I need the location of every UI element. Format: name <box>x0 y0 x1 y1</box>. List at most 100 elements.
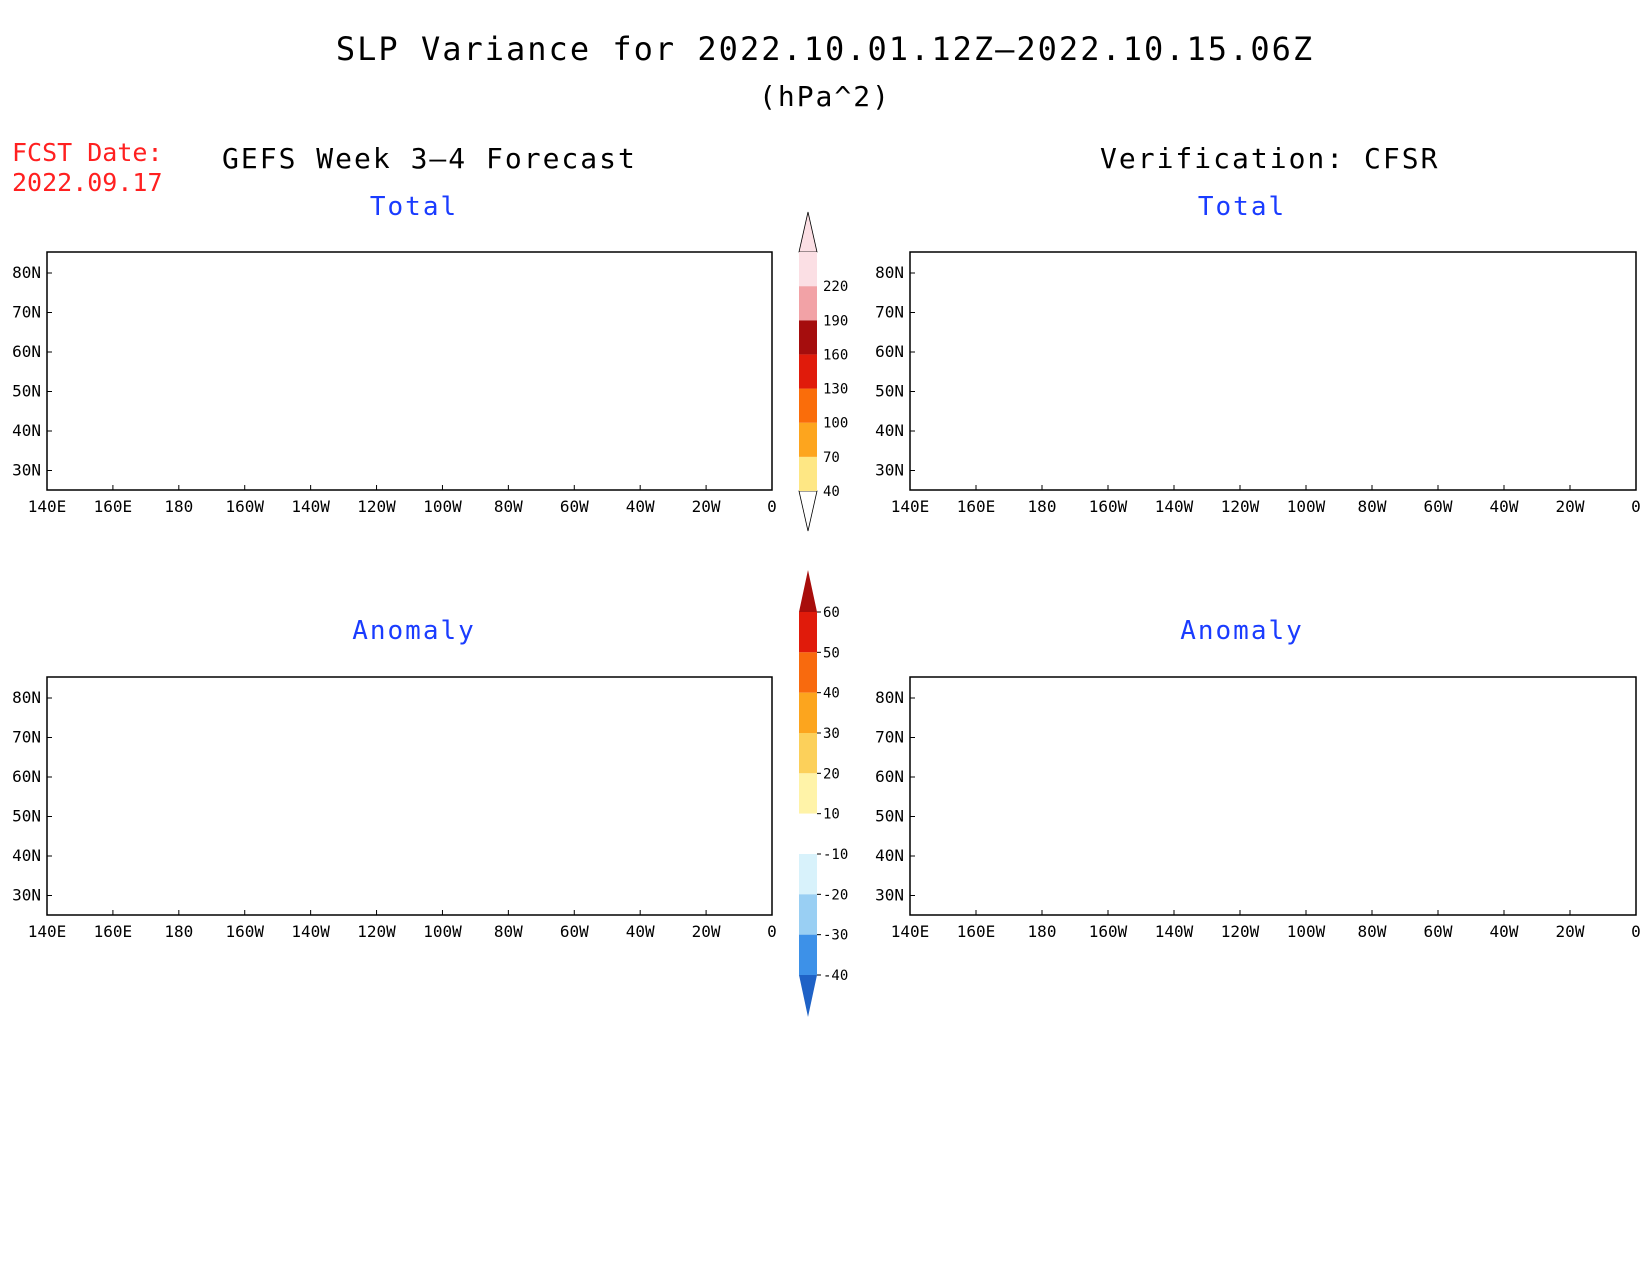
colorbar-segment <box>799 773 817 814</box>
colorbar-upper-arrow <box>798 211 818 253</box>
lat-tick-label: 80N <box>12 263 41 282</box>
lat-tick-label: 40N <box>12 421 41 440</box>
forecast-date-value: 2022.09.17 <box>12 168 163 197</box>
colorbar-level-label: 70 <box>823 450 840 466</box>
colorbar-level-label: -10 <box>823 847 848 863</box>
lon-tick-label: 120W <box>1221 922 1260 941</box>
colorbar-level-label: 220 <box>823 279 848 295</box>
lon-tick-label: 0 <box>767 497 777 516</box>
colorbar-level-label: 190 <box>823 313 848 329</box>
forecast-total-title: Total <box>369 192 459 222</box>
verification-anomaly-map <box>909 676 1637 916</box>
lon-tick-label: 80W <box>1358 497 1387 516</box>
lon-tick-label: 120W <box>357 497 396 516</box>
lon-tick-label: 140E <box>28 922 67 941</box>
lon-tick-label: 160W <box>1089 497 1128 516</box>
forecast-anomaly-title: Anomaly <box>352 616 476 646</box>
colorbar-segment <box>799 422 817 457</box>
verification-anomaly-title: Anomaly <box>1180 616 1304 646</box>
lon-tick-label: 0 <box>1631 922 1641 941</box>
colorbar-level-label: 20 <box>823 766 840 782</box>
lat-tick-label: 70N <box>12 728 41 747</box>
lat-tick-label: 50N <box>12 382 41 401</box>
lon-tick-label: 100W <box>423 497 462 516</box>
lat-tick-label: 60N <box>875 767 904 786</box>
lon-tick-label: 180 <box>164 497 193 516</box>
lon-tick-label: 140W <box>1155 922 1194 941</box>
lon-tick-label: 120W <box>1221 497 1260 516</box>
lat-tick-label: 70N <box>12 303 41 322</box>
forecast-anomaly-map <box>46 676 773 916</box>
lat-tick-label: 30N <box>12 886 41 905</box>
lon-tick-label: 20W <box>1556 497 1585 516</box>
lon-tick-label: 40W <box>626 497 655 516</box>
lon-tick-label: 20W <box>692 922 721 941</box>
lat-tick-label: 50N <box>875 382 904 401</box>
colorbar-level-label: 130 <box>823 382 848 398</box>
colorbar-segment <box>799 456 817 491</box>
verification-total-title: Total <box>1197 192 1287 222</box>
colorbar-segment <box>799 854 817 895</box>
lat-tick-label: 70N <box>875 303 904 322</box>
lon-tick-label: 20W <box>692 497 721 516</box>
lon-tick-label: 20W <box>1556 922 1585 941</box>
lon-tick-label: 140W <box>1155 497 1194 516</box>
lon-tick-label: 40W <box>1490 922 1519 941</box>
colorbar-level-label: 160 <box>823 347 848 363</box>
colorbar-level-label: 10 <box>823 807 840 823</box>
lon-tick-label: 180 <box>1028 497 1057 516</box>
lat-tick-label: 50N <box>875 807 904 826</box>
lon-tick-label: 40W <box>1490 497 1519 516</box>
lon-tick-label: 160E <box>94 497 133 516</box>
lon-tick-label: 160E <box>94 922 133 941</box>
lat-tick-label: 40N <box>875 846 904 865</box>
forecast-date-label: FCST Date: <box>12 138 163 167</box>
axes-layer: 80N 70N 60N 50N 40N 30N 140E 160E 180 160W 140W 120… <box>12 263 1641 941</box>
lon-tick-label: 60W <box>1424 922 1453 941</box>
colorbar-level-label: 50 <box>823 645 840 661</box>
colorbar-segment <box>799 652 817 693</box>
colorbar-segment <box>799 934 817 975</box>
lon-tick-label: 100W <box>423 922 462 941</box>
colorbar-segment <box>799 733 817 774</box>
lon-tick-label: 80W <box>494 497 523 516</box>
lat-tick-label: 60N <box>12 342 41 361</box>
lon-tick-label: 180 <box>1028 922 1057 941</box>
lon-tick-label: 100W <box>1287 922 1326 941</box>
lon-tick-label: 140E <box>28 497 67 516</box>
forecast-total-map <box>46 251 773 491</box>
colorbar-level-label: -40 <box>823 968 848 984</box>
lon-tick-label: 140W <box>291 922 330 941</box>
lon-tick-label: 60W <box>1424 497 1453 516</box>
lon-tick-label: 60W <box>560 922 589 941</box>
anomaly-colorbar: 60 50 40 30 20 10 -10 -20 -30 -40 <box>799 570 848 1017</box>
lon-tick-label: 140E <box>891 922 930 941</box>
colorbar-upper-arrow <box>799 570 817 612</box>
colorbar-lower-arrow <box>799 975 817 1017</box>
colorbar-segment <box>799 354 817 389</box>
lon-tick-label: 80W <box>1358 922 1387 941</box>
colorbar-segment <box>799 320 817 355</box>
main-title: SLP Variance for 2022.10.01.12Z–2022.10.… <box>335 30 1315 68</box>
colorbar-level-label: 40 <box>823 686 840 702</box>
colorbar-level-label: 100 <box>823 416 848 432</box>
colorbar-level-label: 60 <box>823 605 840 621</box>
lon-tick-label: 140E <box>891 497 930 516</box>
forecast-column-title: GEFS Week 3–4 Forecast <box>222 142 637 175</box>
colorbar-level-label: -20 <box>823 887 848 903</box>
lat-tick-label: 60N <box>12 767 41 786</box>
lat-tick-label: 30N <box>12 461 41 480</box>
colorbar-segment <box>799 692 817 733</box>
lon-tick-label: 160E <box>957 497 996 516</box>
colorbar-segment <box>799 813 817 854</box>
lat-tick-label: 80N <box>12 688 41 707</box>
lon-tick-label: 0 <box>1631 497 1641 516</box>
verification-column-title: Verification: CFSR <box>1100 142 1440 175</box>
colorbar-level-label: 30 <box>823 726 840 742</box>
colorbar-segment <box>799 612 817 653</box>
colorbar-level-label: 40 <box>823 484 840 500</box>
lon-tick-label: 0 <box>767 922 777 941</box>
lat-tick-label: 40N <box>12 846 41 865</box>
lon-tick-label: 180 <box>164 922 193 941</box>
